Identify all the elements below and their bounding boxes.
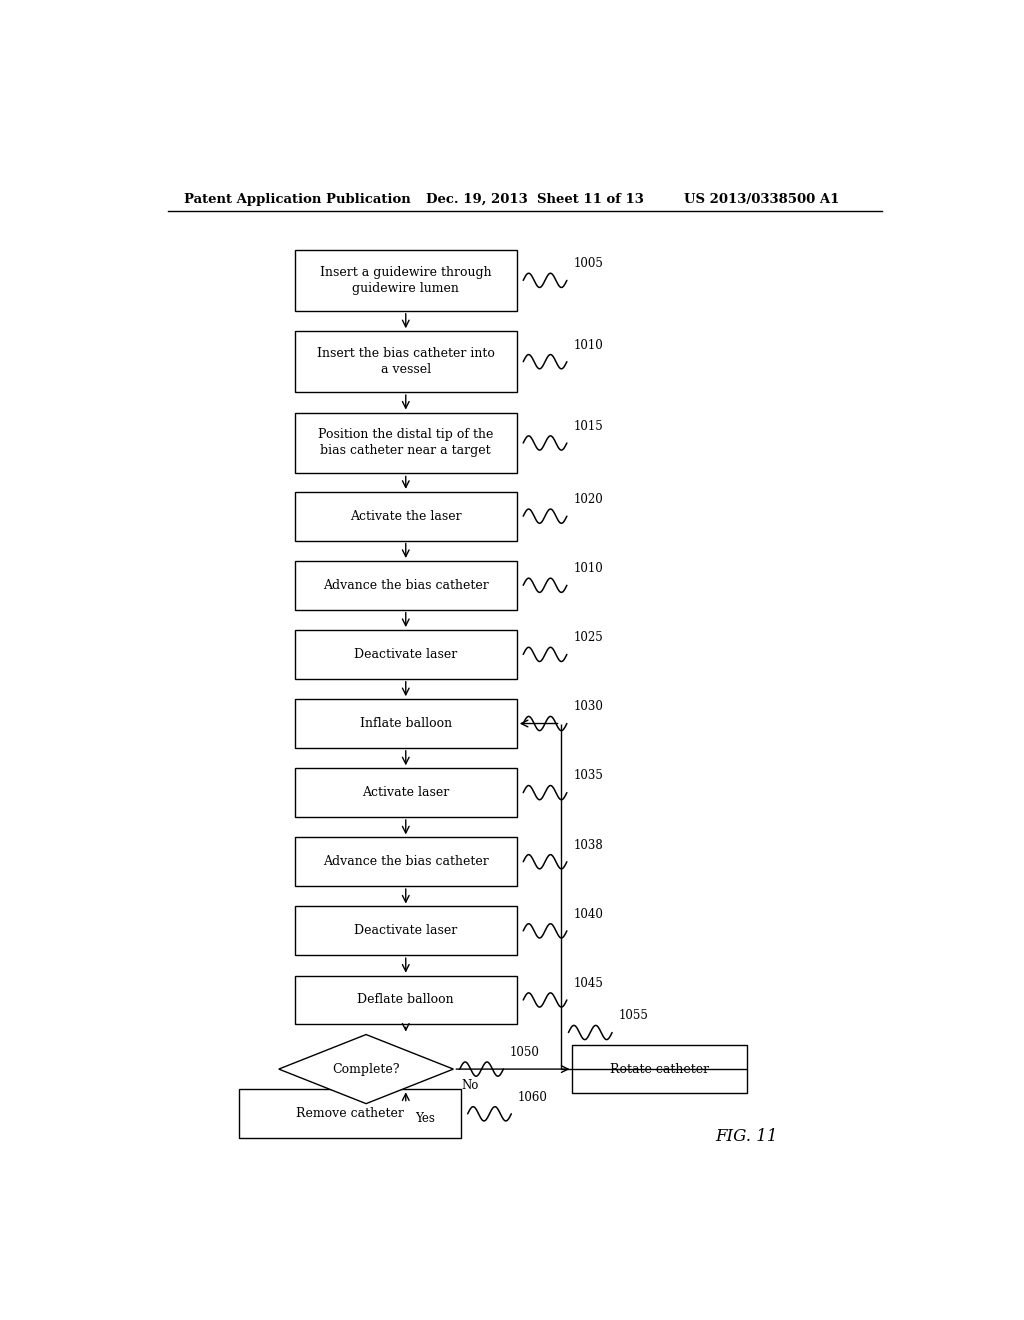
Text: 1025: 1025: [573, 631, 603, 644]
Text: Remove catheter: Remove catheter: [296, 1107, 404, 1121]
Text: Activate laser: Activate laser: [362, 787, 450, 799]
Bar: [295, 907, 517, 956]
Text: Advance the bias catheter: Advance the bias catheter: [323, 855, 488, 869]
Text: Insert a guidewire through
guidewire lumen: Insert a guidewire through guidewire lum…: [319, 265, 492, 294]
Text: 1035: 1035: [573, 770, 603, 783]
Text: Activate the laser: Activate the laser: [350, 510, 462, 523]
Text: FIG. 11: FIG. 11: [715, 1127, 778, 1144]
Text: 1040: 1040: [573, 908, 603, 921]
Bar: [295, 975, 517, 1024]
Text: Dec. 19, 2013  Sheet 11 of 13: Dec. 19, 2013 Sheet 11 of 13: [426, 193, 643, 206]
Text: 1010: 1010: [573, 338, 603, 351]
Text: 1045: 1045: [573, 977, 603, 990]
Bar: [295, 837, 517, 886]
Text: Yes: Yes: [416, 1111, 435, 1125]
Bar: [295, 768, 517, 817]
Bar: [295, 492, 517, 541]
Text: 1050: 1050: [510, 1045, 540, 1059]
Text: 1055: 1055: [618, 1010, 648, 1022]
Polygon shape: [279, 1035, 454, 1104]
Text: No: No: [461, 1080, 478, 1092]
Bar: [295, 630, 517, 678]
Bar: [240, 1089, 461, 1138]
Text: 1060: 1060: [518, 1090, 548, 1104]
Bar: [295, 249, 517, 312]
Bar: [295, 561, 517, 610]
Text: 1030: 1030: [573, 701, 603, 713]
Text: Advance the bias catheter: Advance the bias catheter: [323, 578, 488, 591]
Text: Position the distal tip of the
bias catheter near a target: Position the distal tip of the bias cath…: [318, 429, 494, 458]
Text: Rotate catheter: Rotate catheter: [610, 1063, 710, 1076]
Text: Complete?: Complete?: [333, 1063, 399, 1076]
Text: US 2013/0338500 A1: US 2013/0338500 A1: [684, 193, 839, 206]
Text: Inflate balloon: Inflate balloon: [359, 717, 452, 730]
Text: 1005: 1005: [573, 257, 603, 271]
Text: 1010: 1010: [573, 562, 603, 576]
Bar: [295, 700, 517, 748]
Text: Insert the bias catheter into
a vessel: Insert the bias catheter into a vessel: [316, 347, 495, 376]
Text: Deactivate laser: Deactivate laser: [354, 648, 458, 661]
Text: 1015: 1015: [573, 420, 603, 433]
Text: Deactivate laser: Deactivate laser: [354, 924, 458, 937]
Bar: [295, 413, 517, 474]
Text: 1038: 1038: [573, 838, 603, 851]
Bar: [295, 331, 517, 392]
Text: Deflate balloon: Deflate balloon: [357, 994, 454, 1006]
Text: Patent Application Publication: Patent Application Publication: [183, 193, 411, 206]
Bar: [572, 1044, 748, 1093]
Text: 1020: 1020: [573, 492, 603, 506]
